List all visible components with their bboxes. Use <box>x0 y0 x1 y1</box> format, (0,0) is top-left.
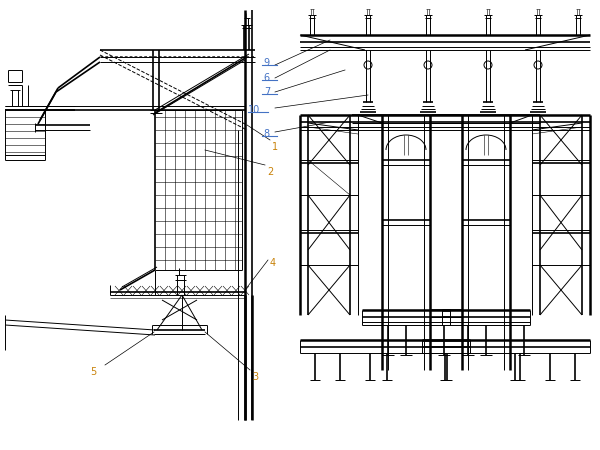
Text: 6: 6 <box>264 73 270 83</box>
Text: 9: 9 <box>264 58 270 68</box>
Text: 2: 2 <box>267 167 273 177</box>
Text: 5: 5 <box>90 367 96 377</box>
Text: 10: 10 <box>248 105 260 115</box>
Text: 3: 3 <box>252 372 258 382</box>
Text: 8: 8 <box>264 129 270 139</box>
Text: 4: 4 <box>270 258 276 268</box>
Text: 1: 1 <box>272 142 278 152</box>
Text: 7: 7 <box>264 87 270 97</box>
